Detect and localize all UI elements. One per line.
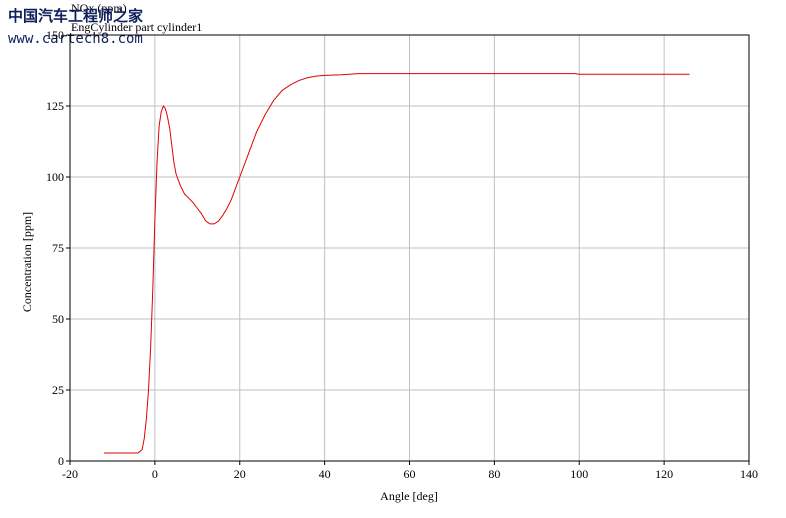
data-line	[103, 73, 690, 454]
x-tick-label: 80	[488, 467, 500, 481]
y-axis-label: Concentration [ppm]	[20, 212, 34, 312]
x-tick-label: 0	[152, 467, 158, 481]
x-axis-label: Angle [deg]	[380, 489, 438, 503]
y-tick-label: 75	[52, 241, 64, 255]
y-tick-label: 0	[58, 454, 64, 468]
x-tick-label: -20	[62, 467, 78, 481]
y-tick-label: 100	[46, 170, 64, 184]
chart-subtitle: EngCylinder part cylinder1	[71, 20, 202, 34]
x-tick-label: 40	[319, 467, 331, 481]
y-tick-label: 25	[52, 383, 64, 397]
watermark: www.cartech8.com	[8, 31, 143, 47]
x-tick-label: 20	[234, 467, 246, 481]
x-tick-label: 60	[404, 467, 416, 481]
x-tick-label: 140	[740, 467, 758, 481]
y-tick-label: 125	[46, 99, 64, 113]
plot-frame	[69, 34, 750, 462]
x-tick-label: 120	[655, 467, 673, 481]
x-tick-label: 100	[570, 467, 588, 481]
watermark: 中国汽车工程师之家	[8, 7, 143, 25]
chart-title: NOx (ppm)	[71, 1, 127, 15]
y-tick-label: 50	[52, 312, 64, 326]
y-tick-label: 150	[46, 28, 64, 42]
